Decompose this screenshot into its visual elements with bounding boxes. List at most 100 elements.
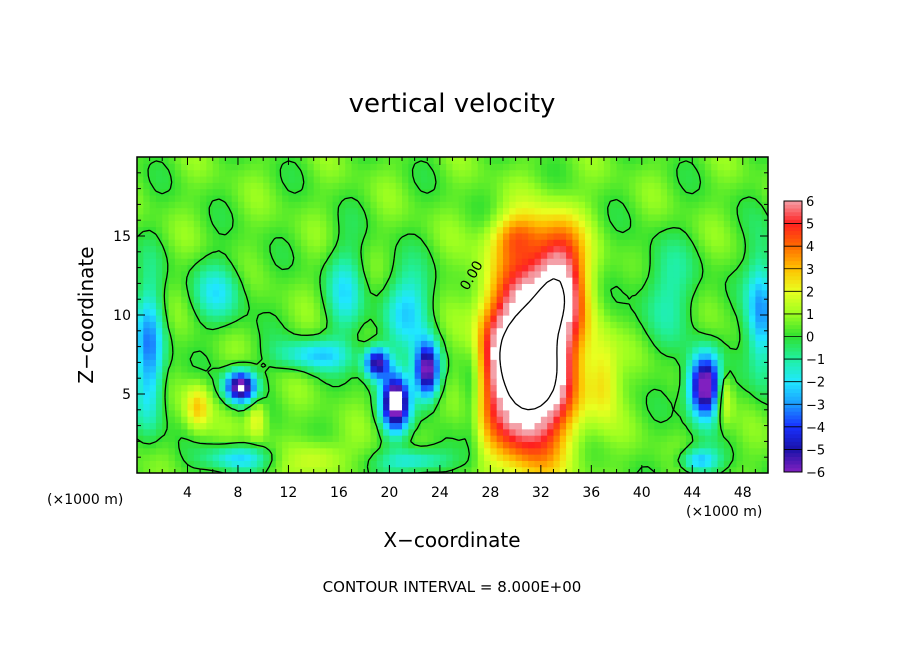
heatmap-cell	[730, 226, 738, 234]
heatmap-cell	[452, 428, 460, 436]
heatmap-cell	[685, 220, 693, 228]
heatmap-cell	[736, 251, 744, 259]
heatmap-cell	[578, 409, 586, 417]
heatmap-cell	[742, 315, 750, 322]
heatmap-cell	[679, 226, 687, 234]
heatmap-cell	[711, 302, 719, 310]
heatmap-cell	[654, 169, 662, 177]
heatmap-cell	[458, 213, 466, 221]
heatmap-cell	[585, 289, 592, 297]
heatmap-cell	[427, 454, 435, 461]
heatmap-cell	[256, 365, 264, 373]
heatmap-cell	[616, 327, 624, 335]
heatmap-cell	[723, 157, 731, 164]
heatmap-cell	[137, 365, 144, 373]
heatmap-cell	[383, 232, 390, 240]
heatmap-cell	[174, 201, 182, 209]
heatmap-cell	[711, 384, 719, 392]
heatmap-cell	[200, 270, 208, 278]
heatmap-cell	[591, 403, 599, 411]
heatmap-cell	[282, 441, 290, 449]
heatmap-cell	[357, 466, 365, 473]
heatmap-cell	[168, 289, 176, 297]
heatmap-cell	[402, 302, 409, 310]
heatmap-cell	[307, 188, 315, 196]
heatmap-cell	[307, 365, 315, 373]
heatmap-cell	[496, 270, 504, 278]
heatmap-cell	[275, 220, 283, 228]
heatmap-cell	[307, 454, 315, 461]
heatmap-cell	[168, 302, 176, 310]
heatmap-cell	[660, 157, 668, 164]
heatmap-cell	[572, 169, 580, 177]
heatmap-cell	[597, 454, 605, 461]
heatmap-cell	[610, 390, 618, 398]
heatmap-cell	[219, 365, 226, 373]
heatmap-cell	[679, 264, 687, 272]
heatmap-cell	[225, 239, 233, 247]
heatmap-cell	[559, 428, 567, 436]
heatmap-cell	[622, 315, 630, 322]
heatmap-cell	[206, 428, 214, 436]
heatmap-cell	[471, 163, 479, 171]
heatmap-cell	[181, 327, 189, 335]
heatmap-cell	[502, 188, 510, 196]
heatmap-cell	[566, 397, 573, 405]
heatmap-cell	[237, 251, 245, 259]
heatmap-cell	[256, 182, 264, 190]
heatmap-cell	[515, 447, 523, 455]
heatmap-cell	[225, 378, 233, 386]
heatmap-cell	[717, 157, 725, 164]
heatmap-cell	[742, 270, 750, 278]
heatmap-cell	[749, 321, 756, 329]
heatmap-cell	[603, 188, 611, 196]
heatmap-cell	[465, 239, 473, 247]
heatmap-cell	[610, 422, 618, 430]
heatmap-cell	[477, 321, 485, 329]
heatmap-cell	[484, 163, 491, 171]
heatmap-cell	[269, 302, 277, 310]
heatmap-cell	[162, 435, 170, 442]
heatmap-cell	[439, 220, 447, 228]
heatmap-cell	[635, 447, 643, 455]
heatmap-cell	[465, 232, 473, 240]
heatmap-cell	[553, 390, 561, 398]
heatmap-cell	[282, 327, 290, 335]
heatmap-cell	[219, 283, 226, 291]
heatmap-cell	[439, 441, 447, 449]
heatmap-cell	[313, 447, 321, 455]
heatmap-cell	[288, 182, 296, 190]
heatmap-cell	[326, 283, 334, 291]
heatmap-cell	[566, 245, 573, 253]
heatmap-cell	[174, 454, 182, 461]
heatmap-cell	[629, 283, 637, 291]
heatmap-cell	[704, 454, 712, 461]
heatmap-cell	[465, 441, 473, 449]
heatmap-cell	[357, 384, 365, 392]
heatmap-cell	[319, 340, 327, 348]
heatmap-cell	[193, 302, 201, 310]
heatmap-cell	[597, 321, 605, 329]
heatmap-cell	[458, 321, 466, 329]
heatmap-cell	[452, 422, 460, 430]
heatmap-cell	[723, 296, 731, 303]
heatmap-cell	[282, 245, 290, 253]
heatmap-cell	[610, 447, 618, 455]
heatmap-cell	[137, 416, 144, 424]
heatmap-cell	[162, 352, 170, 360]
heatmap-cell	[572, 157, 580, 164]
heatmap-cell	[250, 397, 258, 405]
heatmap-cell	[225, 346, 233, 354]
heatmap-cell	[433, 302, 441, 310]
heatmap-cell	[402, 182, 409, 190]
heatmap-cell	[654, 352, 662, 360]
heatmap-cell	[408, 232, 416, 240]
heatmap-cell	[187, 157, 195, 164]
heatmap-cell	[736, 340, 744, 348]
heatmap-cell	[711, 232, 719, 240]
heatmap-cell	[660, 258, 668, 266]
heatmap-cell	[629, 169, 637, 177]
heatmap-cell	[502, 365, 510, 373]
heatmap-cell	[332, 182, 340, 190]
heatmap-cell	[143, 435, 151, 442]
